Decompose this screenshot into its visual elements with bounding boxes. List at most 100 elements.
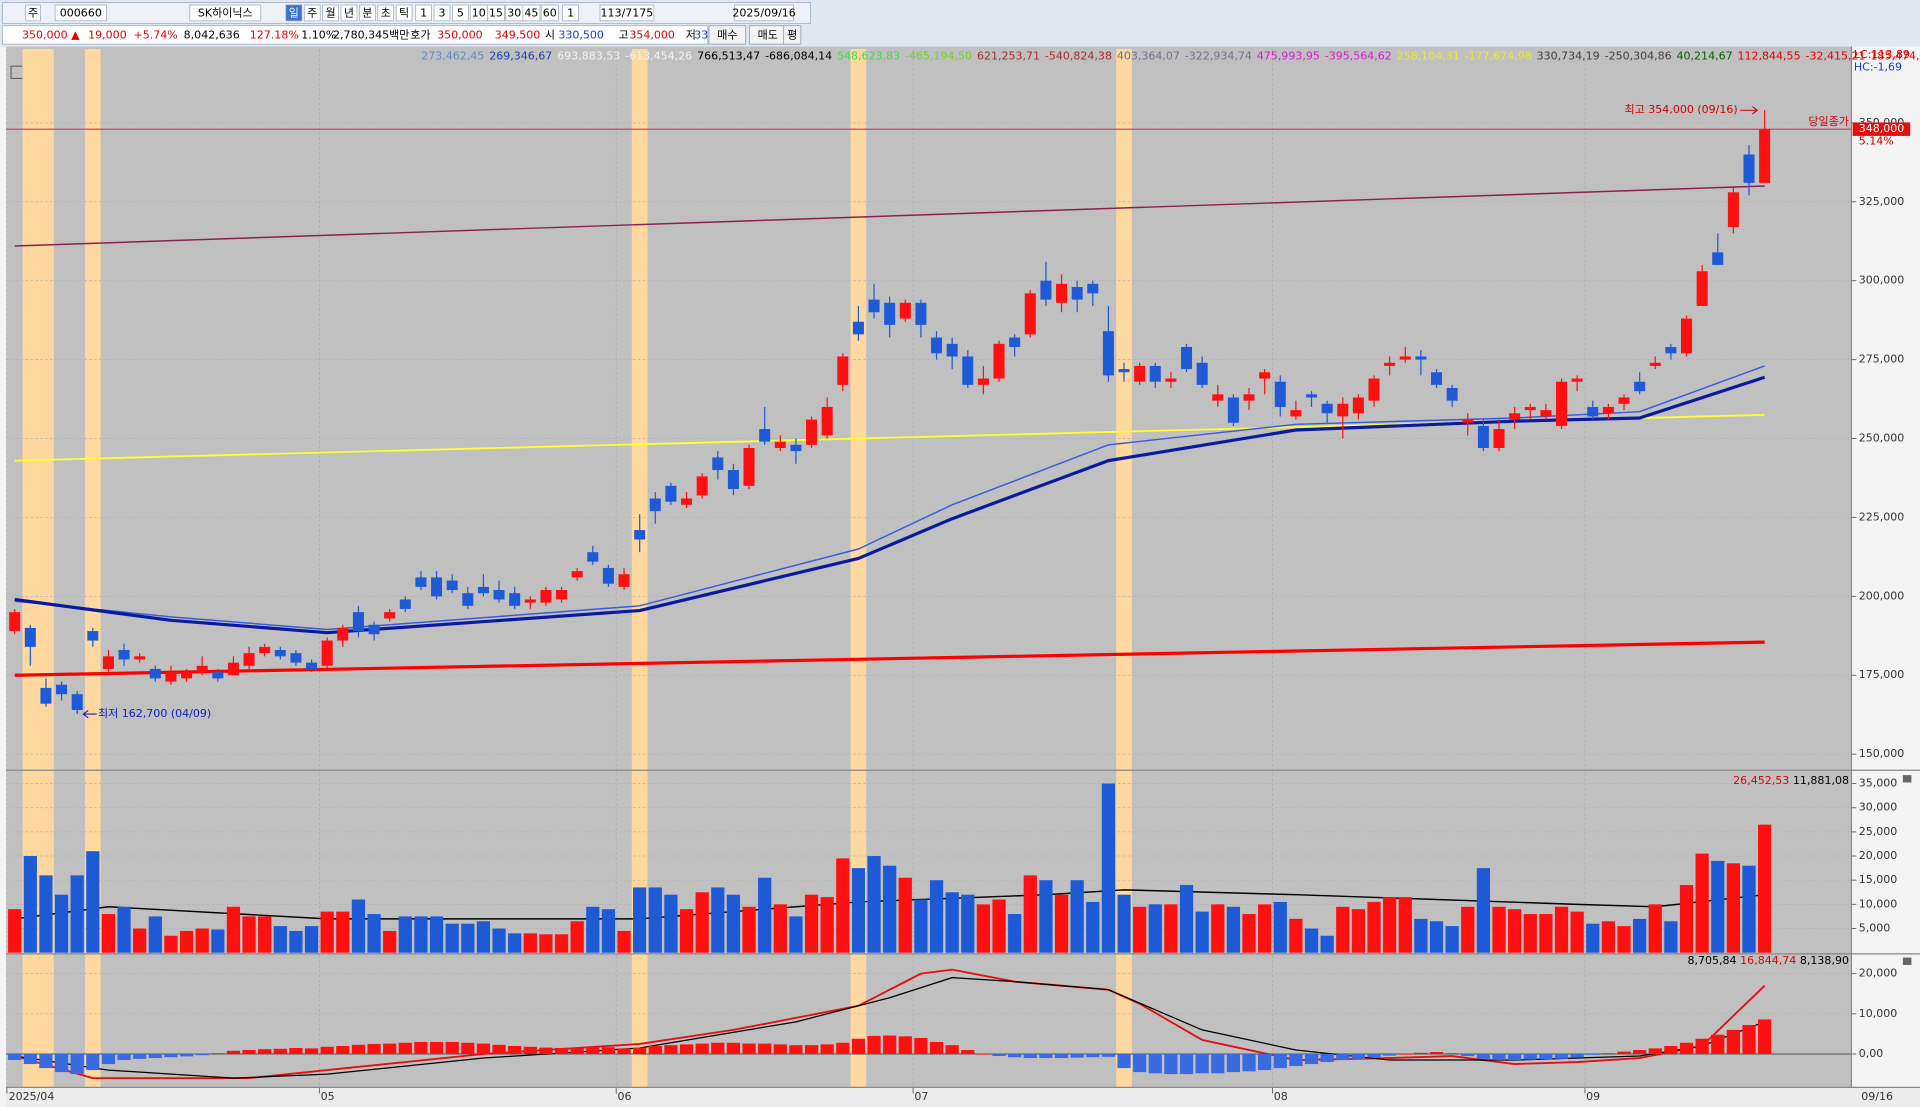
toolbar-text[interactable]: 1 bbox=[420, 7, 427, 20]
volume-bar bbox=[961, 894, 975, 953]
toolbar-button[interactable] bbox=[25, 4, 41, 22]
toolbar-text[interactable]: 30 bbox=[507, 7, 521, 20]
quote-text: 350,000 bbox=[437, 29, 483, 42]
quote-text: 350,000 ▲ bbox=[22, 29, 80, 42]
volume-bar bbox=[711, 887, 725, 953]
toolbar-button[interactable] bbox=[359, 4, 376, 22]
indicator-value: 548,623,83 bbox=[837, 49, 900, 62]
toolbar-text[interactable]: 초 bbox=[381, 7, 391, 20]
volume-bar bbox=[1242, 914, 1256, 953]
macd-bar bbox=[1742, 1025, 1756, 1055]
volume-bar bbox=[1414, 918, 1428, 953]
order-button[interactable] bbox=[708, 25, 747, 45]
toolbar-text[interactable]: 000660 bbox=[60, 7, 102, 20]
toolbar-button[interactable] bbox=[433, 4, 451, 22]
high-annotation: 최고 354,000 (09/16) bbox=[1625, 103, 1738, 116]
candle-body bbox=[118, 650, 130, 660]
macd-bar bbox=[508, 1045, 522, 1055]
toolbar-button[interactable] bbox=[452, 4, 469, 22]
volume-bar bbox=[726, 894, 741, 953]
order-button-label[interactable]: 매수 bbox=[717, 29, 737, 42]
candle-body bbox=[727, 470, 739, 490]
volume-bar bbox=[1508, 909, 1522, 953]
close-value-box bbox=[1852, 122, 1911, 136]
volume-bar bbox=[148, 916, 162, 953]
y-tick-label: 25,000 bbox=[1859, 825, 1898, 838]
toolbar-button[interactable] bbox=[562, 4, 579, 22]
volume-bar bbox=[1195, 911, 1209, 953]
candle-body bbox=[884, 302, 896, 325]
toolbar-button[interactable] bbox=[486, 4, 505, 22]
macd-bar bbox=[1398, 1054, 1412, 1055]
toolbar-text[interactable]: 일 bbox=[289, 6, 299, 20]
order-button-label[interactable]: 평 bbox=[787, 29, 797, 42]
toolbar-text[interactable]: 주 bbox=[307, 7, 317, 20]
panel-header-value: 16,844,74 bbox=[1740, 954, 1796, 967]
low-annotation: 최저 162,700 (04/09) bbox=[98, 707, 211, 720]
toolbar-text[interactable]: 113/7175 bbox=[601, 7, 654, 20]
toolbar-text[interactable]: 2025/09/16 bbox=[732, 7, 796, 20]
toolbar-button[interactable] bbox=[415, 4, 432, 22]
indicator-value: -322,934,74 bbox=[1185, 49, 1252, 62]
highlight-band bbox=[85, 49, 101, 1088]
macd-bar bbox=[8, 1054, 22, 1061]
quote-text: 354,000 bbox=[629, 29, 675, 42]
order-button-label[interactable]: 매도 bbox=[758, 29, 778, 42]
volume-bar bbox=[461, 923, 475, 953]
macd-bar bbox=[1758, 1019, 1772, 1055]
toolbar-button[interactable] bbox=[377, 4, 395, 22]
toolbar-text[interactable]: 5 bbox=[457, 7, 464, 20]
macd-bar bbox=[179, 1054, 194, 1057]
toolbar-text[interactable]: 60 bbox=[543, 7, 557, 20]
toolbar-text[interactable]: 10 bbox=[472, 7, 486, 20]
panel-icon[interactable] bbox=[1902, 957, 1912, 965]
toolbar-text[interactable]: 1 bbox=[567, 7, 574, 20]
toolbar-text[interactable]: 월 bbox=[326, 7, 336, 20]
x-tick-label: 06 bbox=[617, 1090, 631, 1103]
macd-bar bbox=[914, 1037, 928, 1055]
toolbar-text[interactable]: 3 bbox=[439, 7, 446, 20]
macd-bar bbox=[429, 1041, 444, 1055]
axis-bg bbox=[1851, 46, 1920, 1088]
candle-body bbox=[306, 662, 318, 669]
candle-body bbox=[243, 653, 255, 666]
macd-bar bbox=[633, 1047, 647, 1055]
toolbar-button[interactable] bbox=[322, 4, 339, 22]
candle-body bbox=[1056, 283, 1068, 303]
candle-body bbox=[1149, 365, 1161, 382]
toolbar-text[interactable]: SK하이닉스 bbox=[198, 6, 253, 20]
volume-bar bbox=[1133, 906, 1147, 953]
candle-body bbox=[540, 590, 552, 603]
toolbar-button[interactable] bbox=[540, 4, 559, 22]
toolbar-button[interactable] bbox=[340, 4, 358, 22]
toolbar-text[interactable]: 15 bbox=[489, 7, 503, 20]
toolbar-text[interactable]: 45 bbox=[524, 7, 538, 20]
macd-bar bbox=[1461, 1054, 1475, 1057]
volume-bar bbox=[273, 926, 287, 953]
order-button[interactable] bbox=[783, 25, 802, 45]
toolbar-button[interactable] bbox=[734, 4, 794, 22]
panel-icon[interactable] bbox=[1902, 775, 1912, 783]
toolbar-text[interactable]: 주 bbox=[28, 7, 38, 20]
toolbar-text[interactable]: 틱 bbox=[399, 7, 409, 20]
volume-bar bbox=[914, 899, 928, 953]
toolbar-button[interactable] bbox=[189, 4, 262, 22]
toolbar-button[interactable] bbox=[395, 4, 413, 22]
macd-bar bbox=[101, 1054, 116, 1065]
candle-body bbox=[1602, 406, 1614, 414]
toolbar-button[interactable] bbox=[54, 4, 107, 22]
volume-bar bbox=[336, 911, 350, 953]
candle-body bbox=[1681, 318, 1693, 354]
toolbar-button[interactable] bbox=[599, 4, 655, 22]
toolbar-button[interactable] bbox=[522, 4, 541, 22]
toolbar-button[interactable] bbox=[285, 4, 303, 22]
macd-bar bbox=[1320, 1054, 1334, 1063]
volume-bar bbox=[1586, 923, 1600, 953]
macd-bar bbox=[1039, 1054, 1053, 1059]
candle-body bbox=[712, 457, 724, 471]
toolbar-text[interactable]: 년 bbox=[344, 7, 354, 20]
toolbar-button[interactable] bbox=[303, 4, 321, 22]
toolbar-text[interactable]: 분 bbox=[362, 7, 372, 20]
candle-body bbox=[321, 640, 333, 666]
candle-body bbox=[227, 662, 239, 676]
